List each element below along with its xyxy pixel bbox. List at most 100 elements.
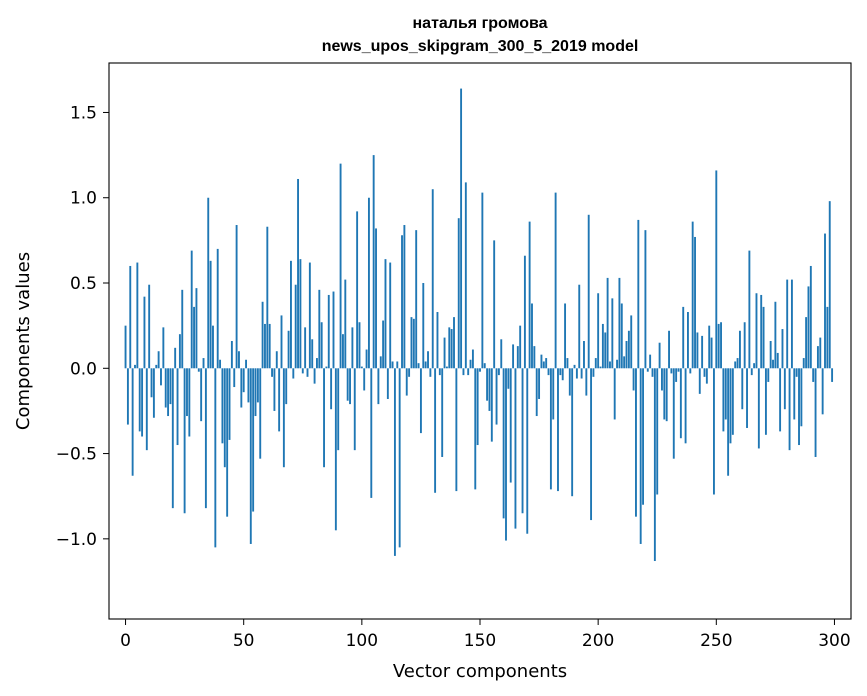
bar bbox=[287, 330, 290, 369]
bar bbox=[649, 354, 652, 369]
bar bbox=[311, 339, 314, 369]
bar bbox=[627, 330, 630, 369]
bar bbox=[802, 358, 805, 369]
bar bbox=[320, 322, 323, 369]
bar bbox=[365, 349, 368, 369]
bar bbox=[805, 317, 808, 369]
bar bbox=[174, 347, 177, 369]
bar bbox=[424, 361, 427, 369]
bar bbox=[533, 346, 536, 369]
bar bbox=[592, 368, 595, 377]
bar bbox=[186, 368, 188, 417]
bar bbox=[273, 368, 276, 411]
bar bbox=[493, 240, 496, 369]
bar bbox=[325, 366, 328, 369]
bar bbox=[561, 368, 564, 381]
bar bbox=[171, 368, 174, 509]
bar bbox=[601, 323, 604, 369]
bar bbox=[160, 368, 162, 386]
bar bbox=[363, 368, 366, 391]
x-tick-label: 300 bbox=[818, 631, 850, 651]
bar bbox=[613, 368, 616, 420]
bar bbox=[738, 330, 741, 369]
bar bbox=[313, 368, 316, 384]
bar bbox=[316, 358, 318, 369]
bar bbox=[308, 262, 311, 369]
bar bbox=[816, 346, 819, 369]
bar bbox=[587, 214, 590, 369]
bar bbox=[445, 366, 448, 369]
x-tick-label: 100 bbox=[346, 631, 378, 651]
y-tick-label: −1.0 bbox=[56, 530, 97, 550]
bar bbox=[516, 346, 519, 369]
bar bbox=[635, 368, 637, 517]
bar bbox=[639, 368, 642, 544]
bar bbox=[672, 368, 675, 459]
bar bbox=[651, 368, 654, 377]
bar bbox=[668, 330, 670, 369]
bar bbox=[245, 359, 247, 369]
bar bbox=[637, 219, 640, 369]
y-tick-label: 0.0 bbox=[70, 359, 97, 379]
bar bbox=[438, 368, 441, 376]
bar bbox=[795, 368, 798, 377]
bar bbox=[781, 329, 784, 369]
bar bbox=[318, 289, 321, 369]
bar bbox=[625, 341, 628, 369]
bar bbox=[353, 368, 356, 451]
bar bbox=[757, 368, 760, 449]
bar bbox=[682, 306, 685, 369]
bar bbox=[264, 323, 266, 369]
bar bbox=[580, 368, 583, 379]
bar bbox=[526, 368, 529, 534]
bar bbox=[334, 368, 337, 531]
bar bbox=[599, 366, 602, 369]
bar bbox=[391, 361, 394, 369]
bar bbox=[557, 368, 559, 492]
bar bbox=[301, 368, 304, 374]
bar bbox=[212, 325, 214, 369]
bar bbox=[604, 332, 607, 369]
chart-title: наталья громова bbox=[413, 15, 548, 32]
bar bbox=[762, 306, 765, 369]
bar bbox=[564, 303, 567, 369]
bar bbox=[304, 327, 307, 369]
bar bbox=[148, 284, 151, 369]
x-tick-label: 50 bbox=[233, 631, 255, 651]
bar bbox=[502, 368, 505, 519]
bar bbox=[164, 368, 167, 408]
bar bbox=[193, 306, 196, 369]
bar bbox=[167, 368, 170, 417]
bar bbox=[249, 368, 252, 544]
bar bbox=[717, 323, 720, 369]
bar bbox=[389, 262, 392, 369]
bar bbox=[500, 339, 503, 369]
bar bbox=[609, 361, 611, 369]
bar bbox=[743, 322, 746, 369]
bar bbox=[360, 366, 363, 369]
bar bbox=[774, 301, 777, 369]
bar bbox=[783, 368, 786, 410]
bar bbox=[138, 368, 141, 432]
bar bbox=[379, 356, 382, 369]
bar bbox=[393, 368, 396, 556]
bar bbox=[332, 291, 335, 369]
bar bbox=[221, 368, 224, 444]
bar bbox=[523, 255, 526, 369]
bar bbox=[178, 334, 181, 369]
bar bbox=[729, 368, 732, 444]
bar bbox=[521, 368, 524, 514]
bar bbox=[703, 368, 706, 377]
bar bbox=[344, 279, 347, 369]
bar bbox=[694, 236, 696, 369]
bar bbox=[282, 368, 285, 468]
bar bbox=[618, 277, 621, 369]
bar bbox=[188, 368, 191, 437]
bar bbox=[736, 358, 739, 369]
bar bbox=[207, 197, 210, 369]
bar bbox=[339, 163, 342, 369]
bar bbox=[701, 335, 704, 369]
bar bbox=[684, 368, 687, 444]
bar bbox=[408, 368, 411, 377]
